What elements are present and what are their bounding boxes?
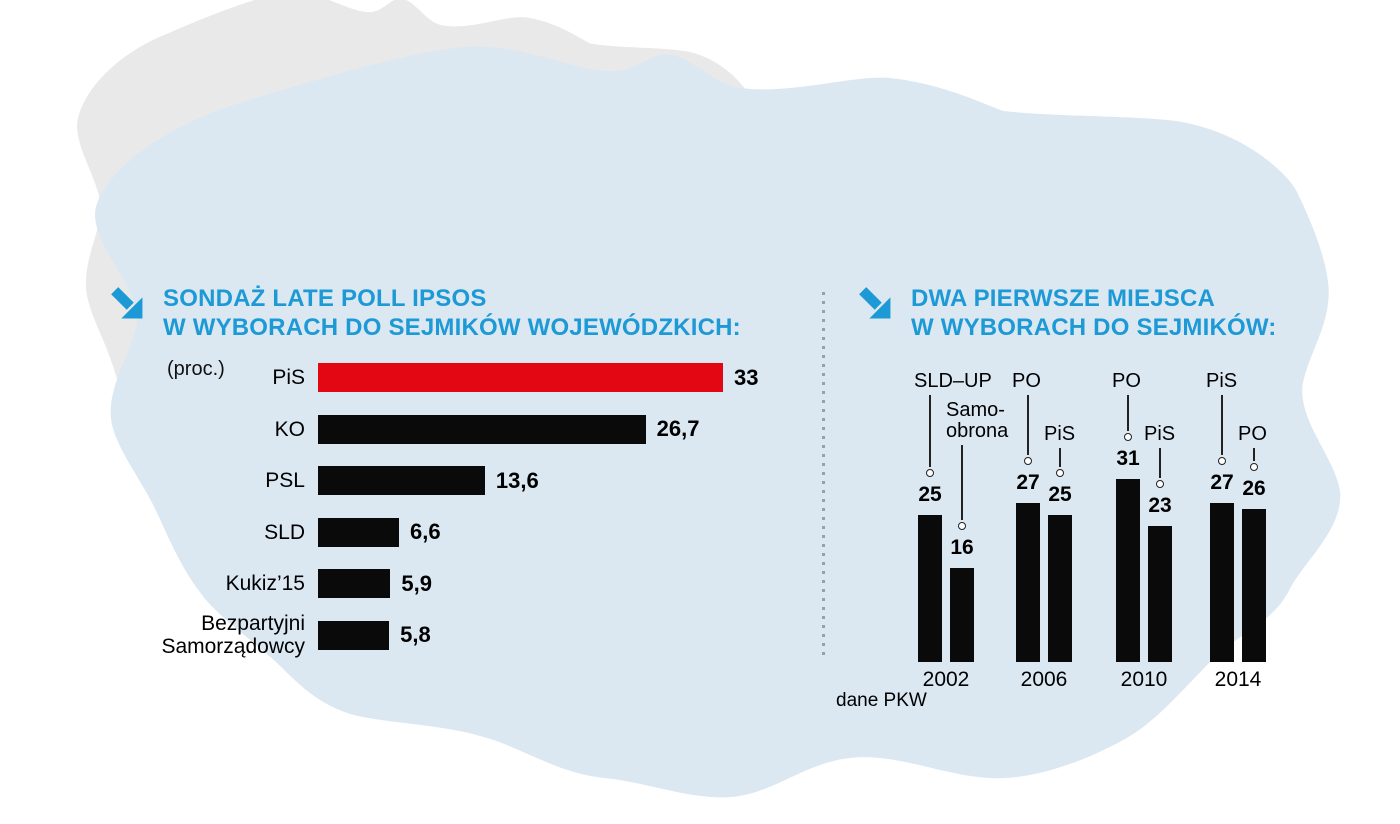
bar: [318, 414, 646, 444]
value-label: 31: [1116, 447, 1140, 471]
year-label: 2006: [1020, 668, 1068, 691]
leader-dot: [1218, 456, 1226, 465]
right-chart-title: DWA PIERWSZE MIEJSCA W WYBORACH DO SEJMI…: [911, 284, 1276, 342]
leader-dot: [1024, 456, 1032, 465]
bar: [1148, 526, 1172, 662]
leader-line: [1159, 448, 1161, 479]
bar-row: KO 26,7: [140, 414, 700, 444]
leader-line: [1059, 448, 1061, 467]
arrow-down-right-icon: [856, 284, 896, 324]
party-label-line: Samo-: [946, 399, 1005, 421]
right-chart-header: DWA PIERWSZE MIEJSCA W WYBORACH DO SEJMI…: [856, 284, 1276, 342]
right-chart-title-line2: W WYBORACH DO SEJMIKÓW:: [911, 314, 1277, 341]
bar-row: PiS 33: [140, 363, 758, 392]
bar-row: PSL 13,6: [140, 466, 539, 495]
leader-line: [1221, 395, 1223, 455]
bar: [1048, 514, 1072, 662]
bar-row: Bezpartyjni Samorządowcy 5,8: [140, 612, 431, 658]
party-label-line: obrona: [946, 420, 1009, 442]
party-label: PO: [1012, 371, 1041, 392]
leader-dot: [926, 468, 934, 477]
source-note: dane PKW: [836, 690, 927, 711]
bar: [318, 466, 485, 495]
value-label: 27: [1016, 470, 1040, 494]
left-chart-header: SONDAŻ LATE POLL IPSOS W WYBORACH DO SEJ…: [108, 284, 741, 342]
dotted-divider: [822, 292, 825, 660]
bar: [918, 514, 942, 662]
year-label: 2014: [1214, 668, 1262, 691]
value-label: 23: [1148, 494, 1172, 518]
party-label-line: PiS: [1144, 423, 1176, 445]
value-label: 26,7: [656, 416, 700, 441]
bar-row: Kukiz’15 5,9: [140, 569, 432, 598]
party-label-line: PiS: [1206, 370, 1238, 392]
category-label: Kukiz’15: [225, 572, 305, 595]
value-label: 5,9: [401, 570, 432, 596]
party-label-line: PO: [1238, 423, 1267, 445]
party-label-line: PO: [1112, 370, 1141, 392]
value-label: 6,6: [410, 519, 441, 544]
bar: [318, 517, 399, 547]
leader-dot: [1124, 433, 1132, 442]
bar: [1210, 502, 1234, 662]
value-label: 25: [1048, 482, 1072, 506]
value-label: 25: [918, 482, 942, 506]
unit-note: (proc.): [167, 358, 225, 380]
left-chart-title: SONDAŻ LATE POLL IPSOS W WYBORACH DO SEJ…: [163, 284, 741, 342]
party-label: Samo-obrona: [946, 400, 1008, 442]
category-label: PSL: [265, 469, 305, 492]
bar: [318, 620, 390, 650]
bar: [1016, 502, 1040, 662]
party-label: PiS: [1144, 424, 1175, 445]
party-label: PO: [1238, 424, 1267, 445]
value-label: 5,8: [400, 622, 431, 647]
bar: [1116, 479, 1140, 662]
bar: [318, 569, 391, 598]
year-label: 2010: [1120, 668, 1168, 691]
party-label-line: SLD–UP: [914, 370, 992, 392]
year-label: 2002: [922, 668, 970, 691]
right-chart-title-line1: DWA PIERWSZE MIEJSCA: [911, 285, 1216, 312]
leader-dot: [1250, 462, 1258, 471]
left-chart-title-line1: SONDAŻ LATE POLL IPSOS: [163, 285, 487, 312]
value-label: 26: [1242, 476, 1266, 500]
leader-line: [929, 395, 931, 467]
value-label: 16: [950, 535, 974, 559]
category-label: Bezpartyjni Samorządowcy: [161, 612, 305, 658]
party-label: SLD–UP: [914, 371, 992, 392]
party-label: PiS: [1206, 371, 1237, 392]
category-label: PiS: [272, 366, 305, 389]
leader-dot: [1056, 468, 1064, 477]
bar: [950, 567, 974, 662]
leader-line: [1253, 448, 1255, 461]
arrow-down-right-icon: [108, 284, 148, 324]
party-label-line: PiS: [1044, 423, 1076, 445]
leader-dot: [958, 521, 966, 530]
leader-dot: [1156, 480, 1164, 489]
bar-row: SLD 6,6: [140, 517, 441, 547]
category-label: KO: [274, 417, 305, 441]
value-label: 33: [734, 364, 759, 390]
bar: [1242, 508, 1266, 662]
leader-line: [1127, 395, 1129, 432]
leader-line: [1027, 395, 1029, 455]
category-label: SLD: [264, 520, 305, 544]
bar: [318, 363, 723, 392]
value-label: 13,6: [495, 467, 539, 493]
party-label: PO: [1112, 371, 1141, 392]
leader-line: [961, 445, 963, 520]
party-label: PiS: [1044, 424, 1075, 445]
value-label: 27: [1210, 470, 1234, 494]
party-label-line: PO: [1012, 370, 1041, 392]
left-chart-title-line2: W WYBORACH DO SEJMIKÓW WOJEWÓDZKICH:: [163, 314, 741, 341]
